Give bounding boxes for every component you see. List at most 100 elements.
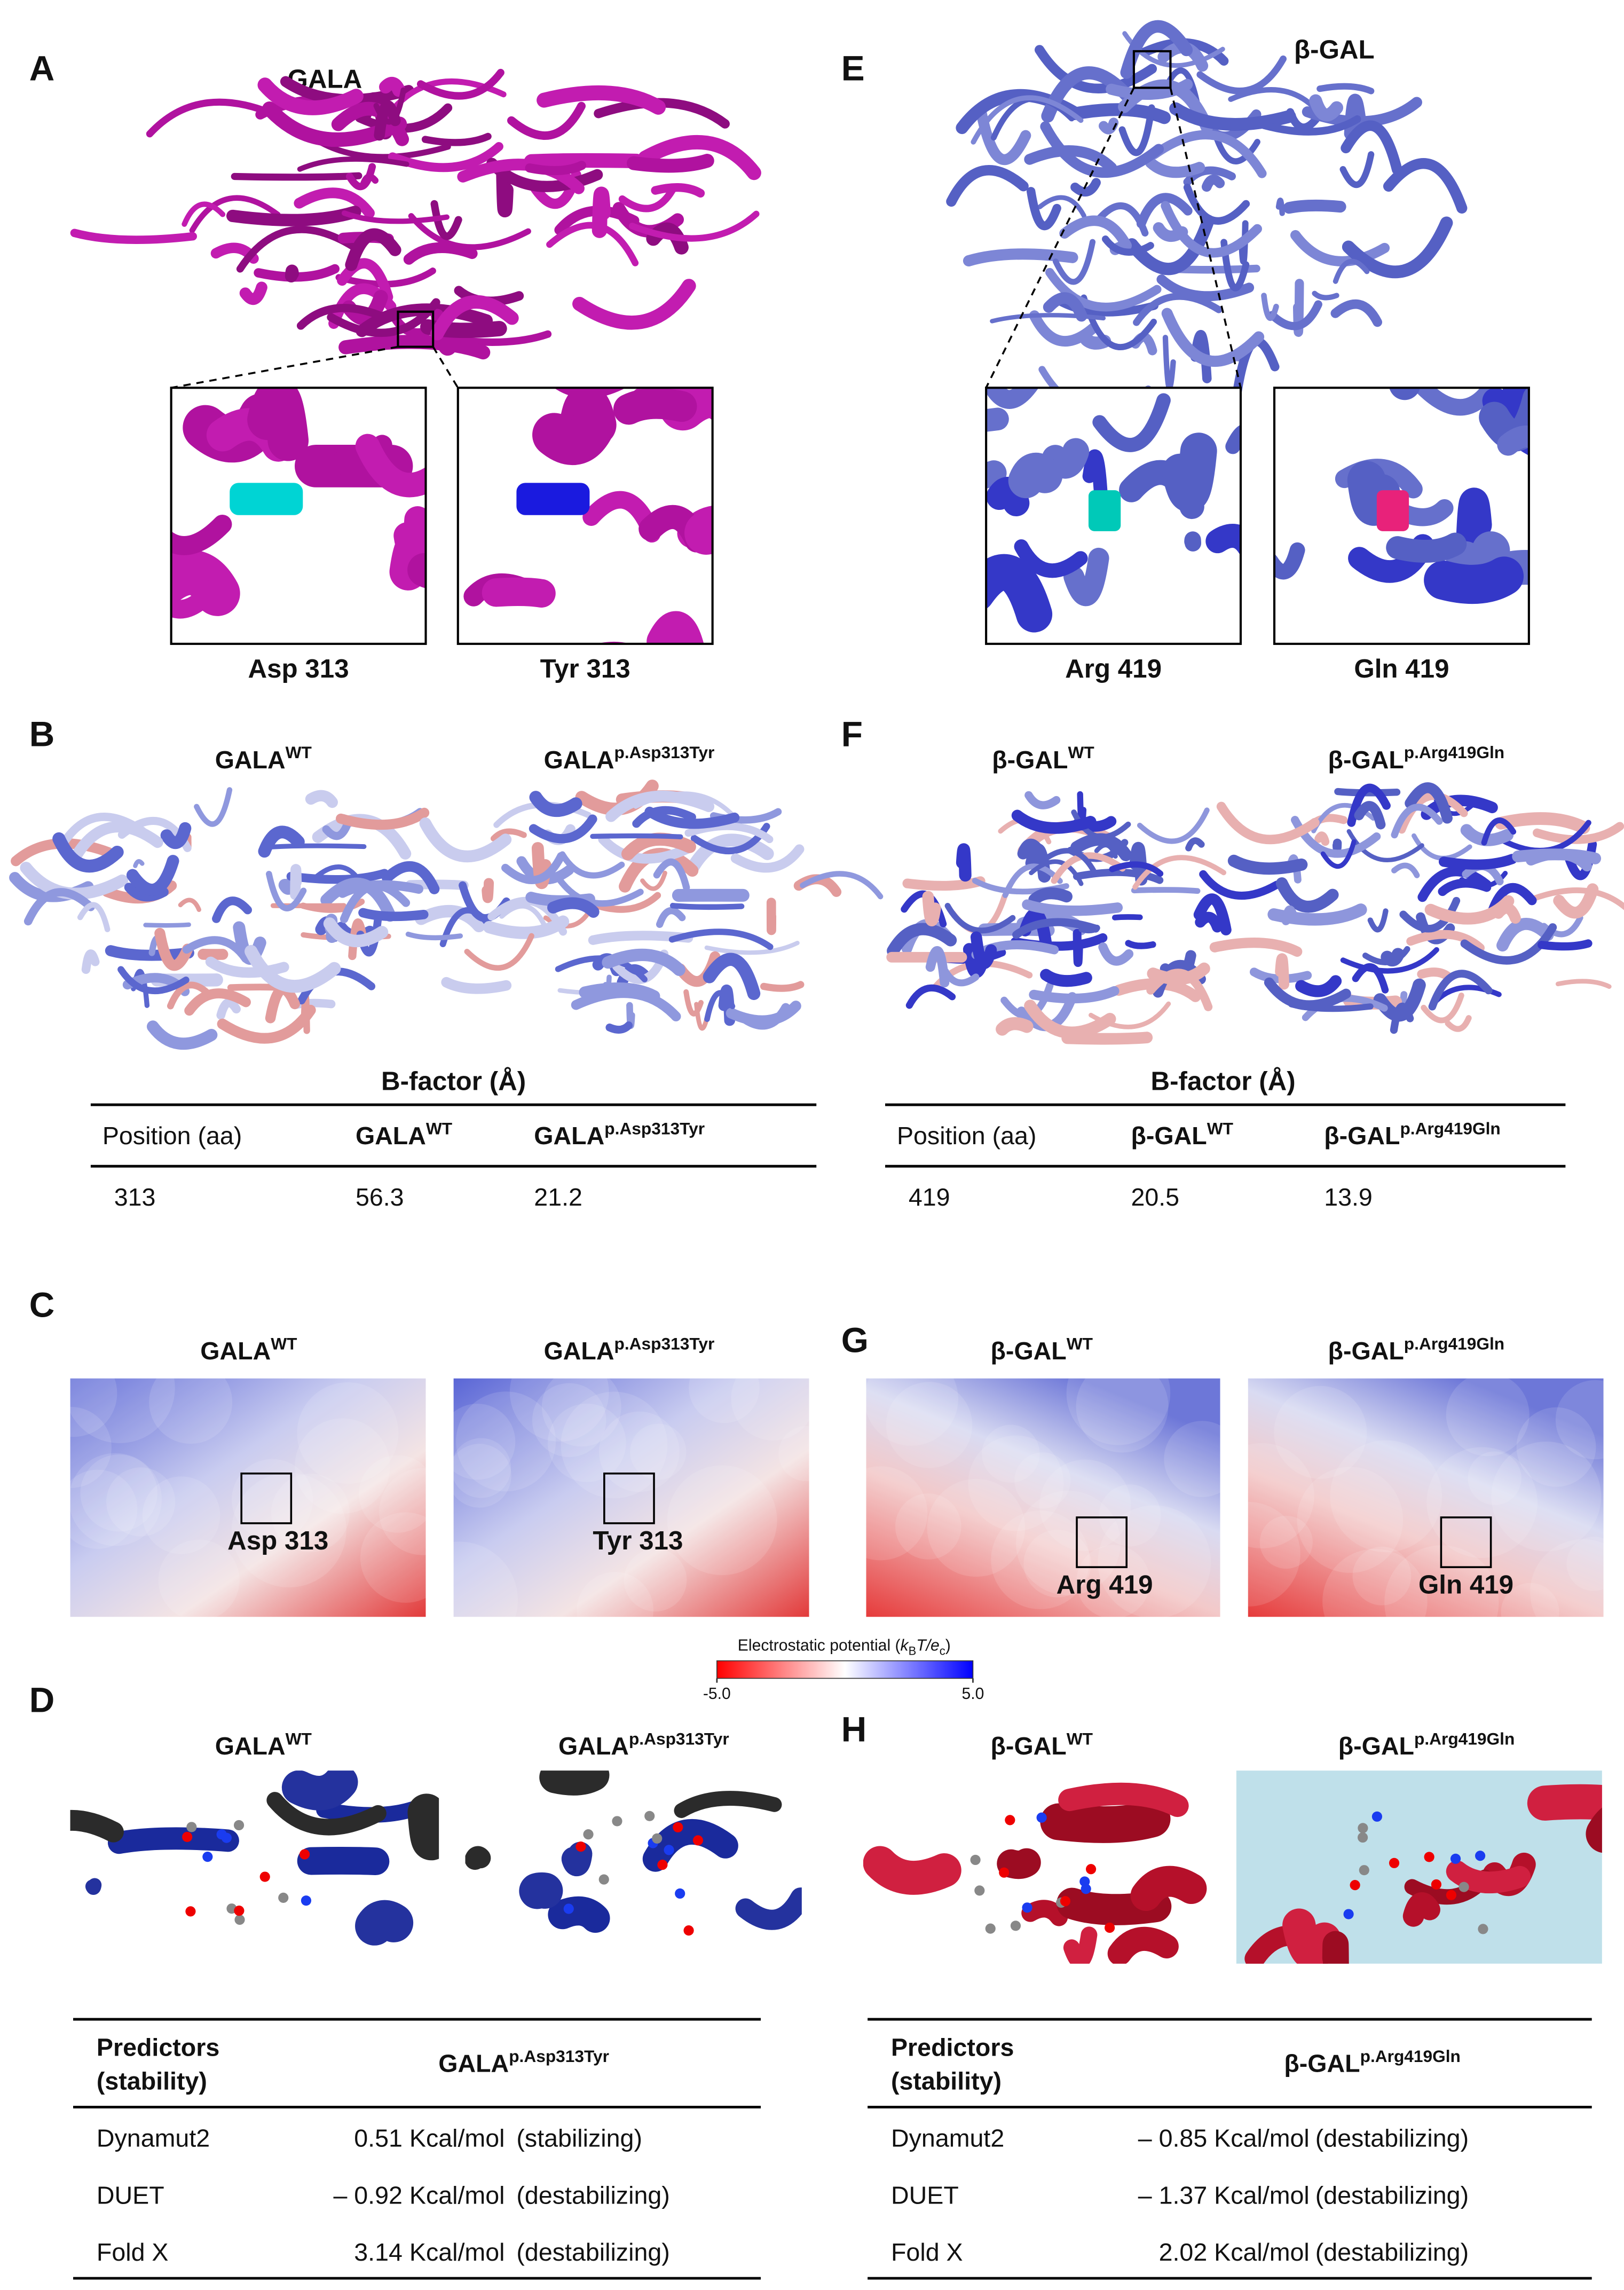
ribbon <box>557 877 644 907</box>
ribbon <box>331 101 409 146</box>
surface-bump <box>778 1426 809 1482</box>
ribbon <box>345 163 376 191</box>
table-cell: 21.2 <box>534 1183 582 1211</box>
superscript: p.Arg419Gln <box>1400 1119 1500 1138</box>
surface-bump <box>624 1548 687 1612</box>
atom <box>1459 1882 1469 1892</box>
ribbon <box>194 787 233 827</box>
ribbon <box>1390 1002 1414 1034</box>
ribbon <box>1496 918 1554 952</box>
ribbon <box>1149 130 1267 178</box>
ribbon <box>1073 928 1083 967</box>
protein-structure <box>886 791 1303 1045</box>
superscript: WT <box>1067 1334 1093 1353</box>
predictor-name: Dynamut2 <box>891 2124 1004 2152</box>
ribbon <box>133 859 145 868</box>
ribbon <box>704 940 800 955</box>
ribbon <box>1553 883 1599 919</box>
ribbon <box>986 477 1030 516</box>
site-label: Asp 313 <box>227 1526 328 1555</box>
superscript: p.Arg419Gln <box>1404 743 1504 762</box>
ribbon <box>1227 854 1308 875</box>
surface-bump <box>1491 1442 1602 1552</box>
ribbon <box>486 158 603 192</box>
surface-bump <box>895 1493 961 1560</box>
ribbon <box>1209 938 1303 957</box>
atom <box>657 1860 668 1870</box>
ribbon <box>1417 967 1452 981</box>
surface-bump <box>232 1459 313 1540</box>
atom <box>1431 1879 1442 1890</box>
surface-bump <box>561 1391 668 1499</box>
name: GALA <box>200 1337 271 1365</box>
ribbon <box>1413 388 1501 416</box>
atom <box>598 1874 609 1885</box>
ribbon <box>529 791 582 817</box>
ribbon <box>1527 1784 1602 1821</box>
atom <box>1010 1921 1021 1931</box>
variant-label: GALAp.Asp313Tyr <box>544 1334 715 1365</box>
surface-bump <box>453 1438 511 1498</box>
ribbon <box>507 101 586 140</box>
ribbon <box>379 77 406 97</box>
ribbon <box>621 832 696 861</box>
ribbon <box>341 210 450 224</box>
predictor-name: Fold X <box>97 2238 169 2266</box>
variant-label: GALAWT <box>200 1334 297 1365</box>
ribbon <box>81 949 100 974</box>
ribbon <box>124 883 169 902</box>
atom <box>1357 1832 1368 1843</box>
name: GALA <box>534 1122 604 1150</box>
colorbar-tick-label: 5.0 <box>962 1685 984 1703</box>
atom <box>675 1888 685 1899</box>
ribbon <box>760 981 805 992</box>
ribbon <box>1538 939 1593 951</box>
ribbon <box>393 506 426 566</box>
ribbon <box>1342 216 1453 279</box>
frame <box>397 310 435 348</box>
ribbon <box>1045 267 1162 312</box>
ribbon <box>1037 195 1086 218</box>
superscript: WT <box>1068 743 1094 762</box>
ribbon <box>800 871 884 900</box>
ribbon <box>1428 970 1493 1011</box>
atom <box>278 1892 289 1903</box>
residue <box>1088 490 1121 531</box>
ribbon <box>905 984 956 1009</box>
inset <box>1274 388 1529 644</box>
ribbon <box>212 896 253 923</box>
ribbon <box>640 870 667 891</box>
ribbon <box>1026 187 1061 231</box>
variant-label: GALAp.Asp313Tyr <box>558 1729 729 1760</box>
ribbon <box>1309 94 1344 122</box>
ribbon <box>1412 833 1472 861</box>
superscript: WT <box>286 743 312 762</box>
effect: (destabilizing) <box>516 2181 669 2209</box>
superscript: WT <box>271 1334 297 1353</box>
variant-label: β-GALWT <box>991 1729 1093 1760</box>
title-part: c <box>940 1644 945 1658</box>
ribbon <box>1398 792 1468 834</box>
surface-bump <box>982 1425 1040 1483</box>
ribbon <box>1028 887 1073 906</box>
superscript: p.Arg419Gln <box>1404 1334 1504 1353</box>
ribbon <box>1340 947 1439 974</box>
residue-label: Arg 419 <box>1065 654 1162 683</box>
effect: (destabilizing) <box>1315 2124 1469 2152</box>
ribbon <box>499 903 548 929</box>
atom <box>186 1822 197 1832</box>
ribbon <box>922 891 941 926</box>
surface-bump <box>1297 1467 1404 1573</box>
name: GALA <box>356 1122 426 1150</box>
atom <box>182 1831 193 1843</box>
ribbon <box>1136 193 1193 229</box>
ribbon <box>1058 1782 1189 1817</box>
ribbon <box>669 902 745 910</box>
ribbon <box>265 871 307 911</box>
ribbon <box>1292 279 1304 337</box>
ribbon <box>996 1017 1034 1036</box>
ribbon <box>1339 151 1375 188</box>
ribbon <box>1012 918 1100 939</box>
ribbon <box>963 248 1078 267</box>
